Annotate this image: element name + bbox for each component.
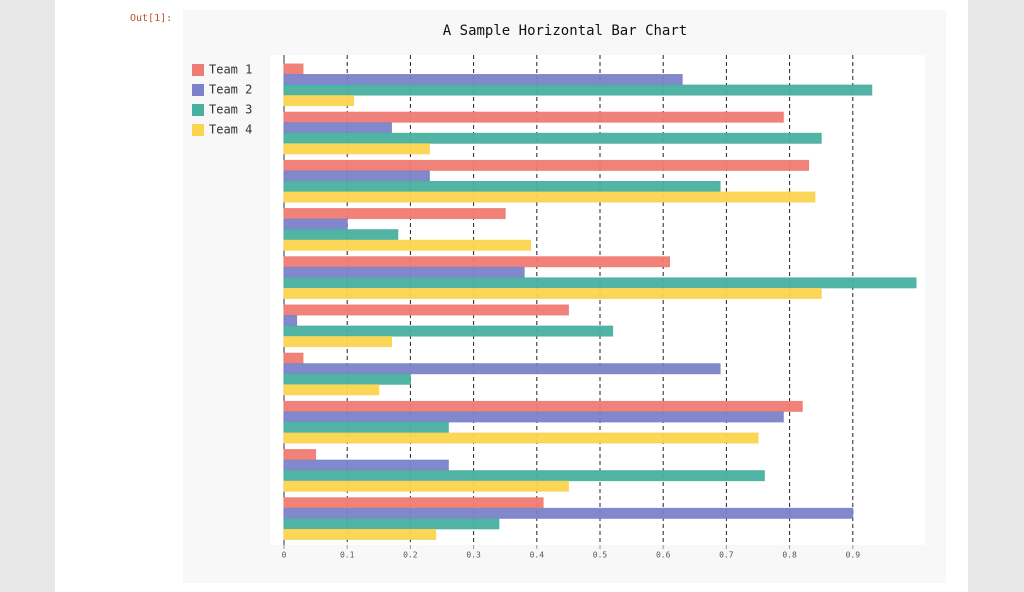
bar <box>283 170 430 182</box>
bar <box>283 352 304 364</box>
legend-swatch <box>192 104 204 116</box>
x-tick-label: 0.4 <box>530 551 545 560</box>
bar <box>283 218 348 230</box>
bar <box>283 373 411 385</box>
bar <box>283 336 392 348</box>
bar <box>283 132 822 144</box>
output-prompt: Out[1]: <box>130 13 172 24</box>
bar <box>283 208 506 220</box>
bar <box>283 266 525 278</box>
x-tick-label: 0.3 <box>466 551 481 560</box>
bar <box>283 449 317 461</box>
x-tick-label: 0.8 <box>782 551 797 560</box>
bar <box>283 470 765 482</box>
legend-label: Team 2 <box>209 83 252 97</box>
x-tick-label: 0.1 <box>340 551 355 560</box>
x-tick-label: 0.7 <box>719 551 734 560</box>
legend-swatch <box>192 64 204 76</box>
bar <box>283 518 500 530</box>
bar <box>283 325 614 337</box>
bar <box>283 422 449 433</box>
bar <box>283 497 544 509</box>
bar <box>283 229 399 241</box>
x-tick-label: 0.9 <box>846 551 861 560</box>
legend-label: Team 1 <box>209 63 252 77</box>
bar <box>283 84 873 96</box>
legend-label: Team 4 <box>209 123 252 137</box>
legend-swatch <box>192 124 204 136</box>
bar <box>283 191 816 203</box>
x-tick-label: 0.5 <box>593 551 608 560</box>
x-tick-label: 0 <box>282 551 287 560</box>
bar <box>283 304 569 316</box>
legend-swatch <box>192 84 204 96</box>
bar <box>283 111 784 123</box>
bar <box>283 507 854 519</box>
bar <box>283 315 298 326</box>
bar <box>283 256 671 268</box>
bar <box>283 277 917 289</box>
legend-label: Team 3 <box>209 103 252 117</box>
bar <box>283 122 392 134</box>
x-tick-label: 0.2 <box>403 551 418 560</box>
bar <box>283 159 810 171</box>
bar <box>283 95 355 107</box>
bar <box>283 459 449 471</box>
bar <box>283 384 380 396</box>
bar <box>283 181 721 192</box>
bar <box>283 239 531 251</box>
bar <box>283 432 759 444</box>
bar <box>283 287 822 299</box>
bar <box>283 63 304 75</box>
bar <box>283 74 683 86</box>
bar <box>283 400 803 412</box>
bar <box>283 411 784 423</box>
bar <box>283 528 437 540</box>
chart-title: A Sample Horizontal Bar Chart <box>443 23 687 39</box>
bar <box>283 480 569 492</box>
bar <box>283 143 430 155</box>
x-tick-label: 0.6 <box>656 551 671 560</box>
bar <box>283 363 721 375</box>
